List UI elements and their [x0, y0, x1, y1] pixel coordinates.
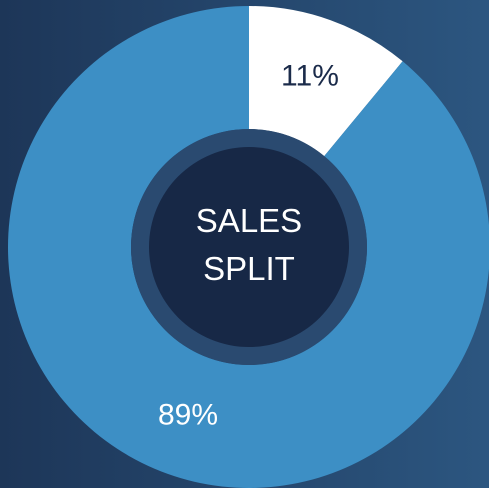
- center-disc: [149, 147, 349, 347]
- donut-slice: [249, 6, 403, 157]
- chart-title: SALES SPLIT: [195, 202, 303, 287]
- donut-slice: [8, 6, 489, 488]
- data-label: 11%: [281, 60, 339, 93]
- data-label: 89%: [158, 398, 218, 431]
